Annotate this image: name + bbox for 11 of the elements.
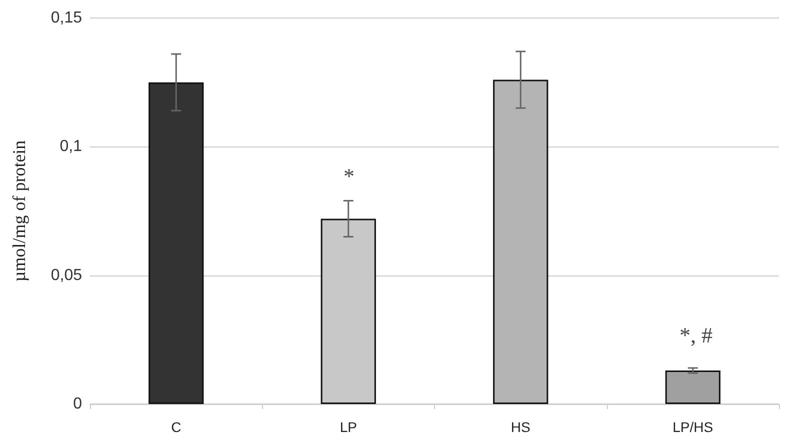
y-tick-label: 0,05 (50, 266, 82, 284)
x-tick-label: HS (510, 419, 530, 435)
y-axis-title: µmol/mg of protein (9, 140, 29, 282)
y-tick-label: 0,1 (60, 138, 82, 156)
y-tick-label: 0 (73, 396, 82, 412)
annotation: *, # (680, 322, 712, 348)
x-tick-label: LP/HS (672, 419, 714, 435)
y-tick-label: 0,15 (50, 10, 82, 26)
annotation: * (344, 164, 354, 188)
x-tick-label: LP (340, 419, 357, 435)
x-tick-label: C (171, 419, 182, 435)
